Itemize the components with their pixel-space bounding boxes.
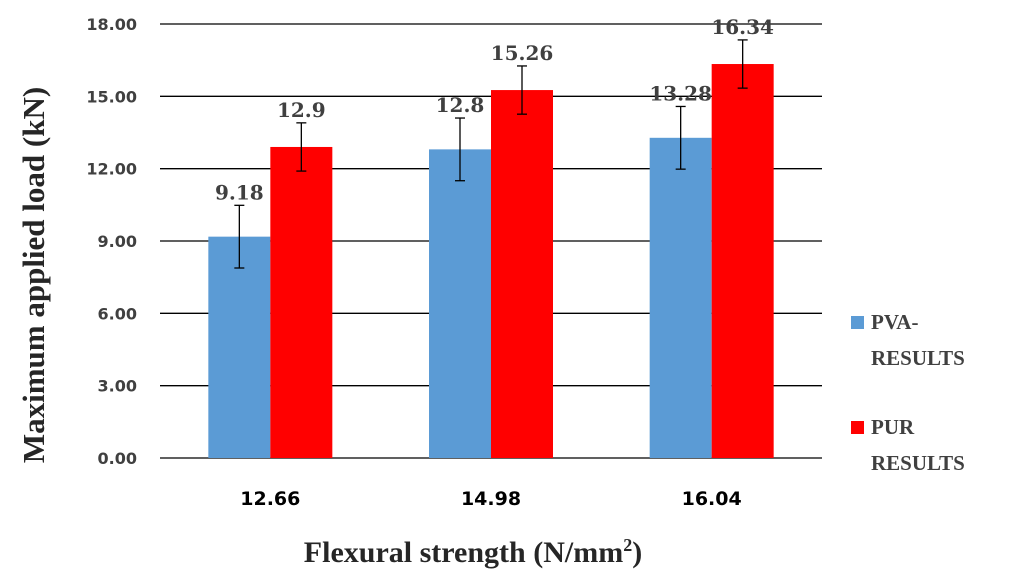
bar	[208, 236, 271, 458]
y-axis-title: Maximum applied load (kN)	[16, 87, 51, 463]
data-label: 12.9	[277, 98, 326, 122]
data-label: 13.28	[649, 81, 712, 105]
y-tick-label: 18.00	[86, 15, 137, 34]
category-label: 14.98	[461, 488, 521, 510]
legend-swatch	[851, 421, 864, 434]
bar	[649, 137, 712, 458]
bar	[491, 90, 553, 458]
legend: PVA- RESULTS PUR RESULTS	[851, 310, 965, 475]
bar	[270, 146, 333, 458]
data-labels: 9.18 12.9 12.8 15.26 13.28 16.34	[215, 15, 774, 204]
legend-label: RESULTS	[871, 346, 965, 370]
category-label: 12.66	[240, 488, 300, 510]
data-label: 9.18	[215, 180, 264, 204]
legend-label: RESULTS	[871, 451, 965, 475]
y-tick-label: 0.00	[98, 449, 137, 468]
y-tick-label: 3.00	[98, 377, 137, 396]
error-bars	[234, 39, 748, 269]
y-tick-label: 6.00	[98, 304, 137, 323]
y-tick-label: 12.00	[86, 160, 137, 179]
legend-swatch	[851, 316, 864, 329]
data-label: 15.26	[491, 41, 554, 65]
data-label: 12.8	[436, 93, 485, 117]
bar	[711, 64, 774, 458]
category-labels: 12.66 14.98 16.04	[240, 488, 741, 510]
data-label: 16.34	[711, 15, 774, 39]
bars	[208, 64, 774, 458]
y-tick-labels: 0.00 3.00 6.00 9.00 12.00 15.00 18.00	[86, 15, 137, 468]
y-tick-label: 9.00	[98, 232, 137, 251]
x-axis-title: Flexural strength (N/mm2)	[304, 535, 642, 569]
category-label: 16.04	[682, 488, 742, 510]
legend-label: PVA-	[871, 310, 918, 334]
legend-label: PUR	[871, 415, 915, 439]
bar	[429, 149, 491, 458]
y-tick-label: 15.00	[86, 87, 137, 106]
